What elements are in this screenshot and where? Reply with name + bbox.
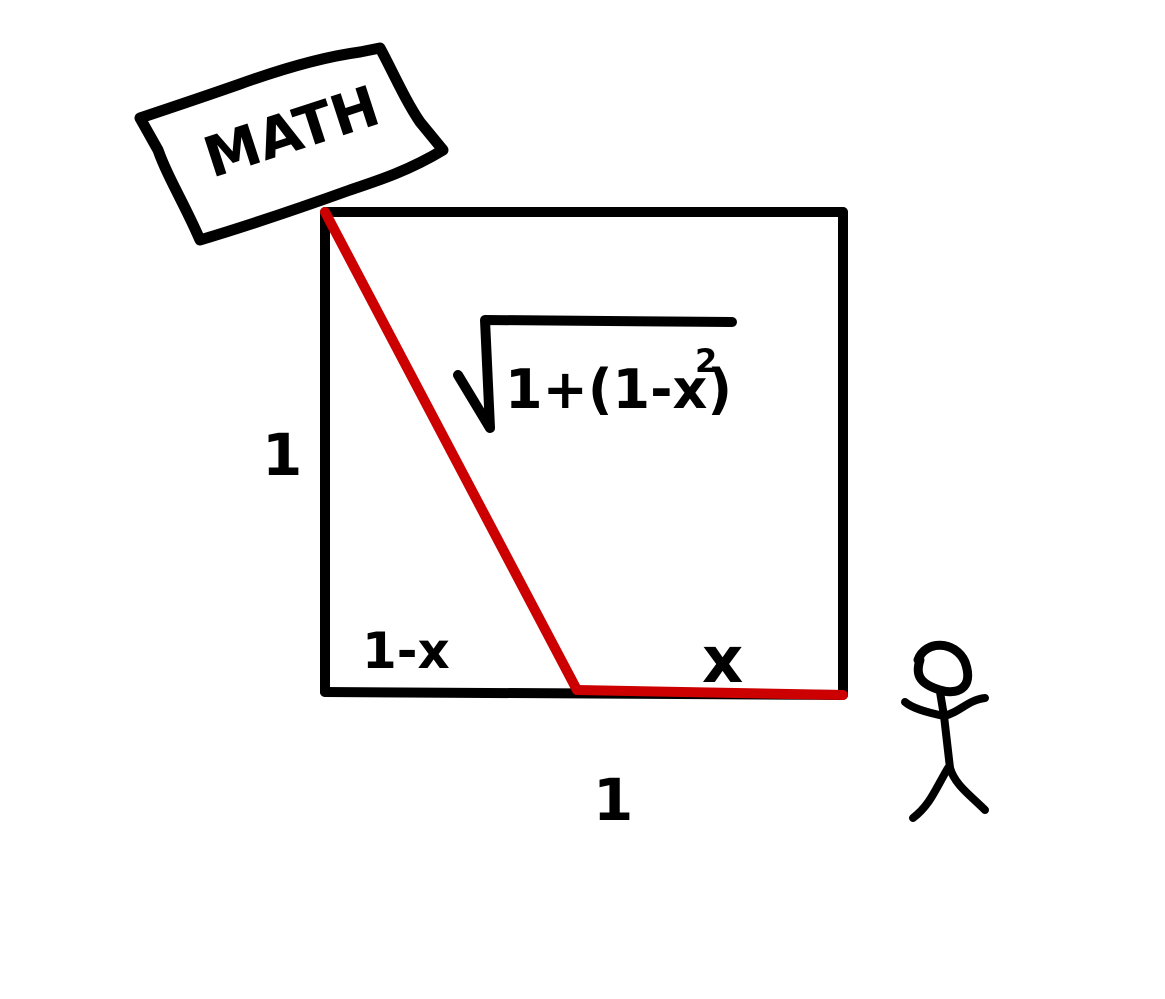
bottom-side-label: 1 bbox=[593, 766, 633, 834]
radical-sign bbox=[453, 315, 737, 433]
radicand-exponent: 2 bbox=[695, 342, 717, 380]
stick-figure-body bbox=[940, 712, 954, 772]
stick-figure-right-leg bbox=[946, 764, 989, 814]
stick-figure-head bbox=[913, 640, 973, 697]
bottom-left-segment-label: 1-x bbox=[362, 622, 450, 680]
red-path bbox=[320, 207, 848, 700]
stick-figure-right-arm bbox=[940, 694, 989, 720]
left-side-label: 1 bbox=[262, 421, 302, 489]
sqrt-expression: 1+(1-x) 2 bbox=[453, 315, 737, 433]
red-bottom-segment bbox=[572, 685, 848, 700]
stick-figure bbox=[901, 640, 989, 822]
bottom-right-segment-label: x bbox=[702, 624, 743, 698]
math-sign-frame bbox=[134, 42, 449, 246]
stick-figure-left-arm bbox=[901, 698, 948, 720]
radicand-text: 1+(1-x) bbox=[505, 358, 732, 421]
stick-figure-left-leg bbox=[909, 764, 952, 822]
red-diagonal-segment bbox=[320, 207, 582, 695]
